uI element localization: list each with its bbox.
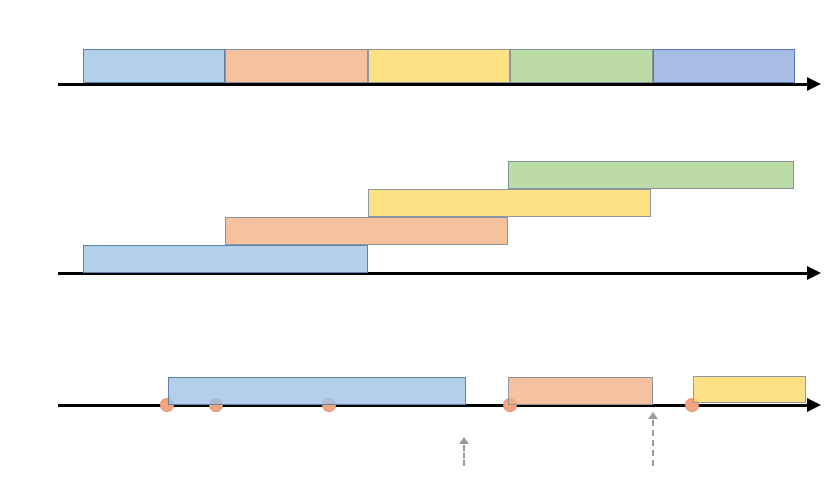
dashed-arrowhead-1 xyxy=(648,412,658,419)
time-axis-line-session xyxy=(58,404,808,407)
time-axis-arrowhead-session xyxy=(807,397,821,412)
time-axis-arrowhead-tumbling xyxy=(807,76,821,91)
dashed-arrow-line-1 xyxy=(652,420,654,466)
window-box-tumbling-w2 xyxy=(225,49,368,83)
time-axis-line-tumbling xyxy=(58,83,808,86)
window-box-sliding-w1 xyxy=(83,245,368,273)
dashed-arrow-line-0 xyxy=(463,445,465,466)
window-box-tumbling-w4 xyxy=(510,49,653,83)
window-box-session-w2 xyxy=(508,377,653,405)
window-box-sliding-w3 xyxy=(368,189,651,217)
window-box-session-w3 xyxy=(693,376,806,403)
window-box-session-w1 xyxy=(168,377,466,405)
time-axis-line-sliding xyxy=(58,272,808,275)
dashed-arrowhead-0 xyxy=(459,437,469,444)
window-box-sliding-w2 xyxy=(225,217,508,245)
time-axis-arrowhead-sliding xyxy=(807,265,821,280)
window-box-tumbling-w1 xyxy=(83,49,225,83)
window-box-tumbling-w5 xyxy=(653,49,795,83)
window-box-tumbling-w3 xyxy=(368,49,510,83)
window-box-sliding-w4 xyxy=(508,161,794,189)
